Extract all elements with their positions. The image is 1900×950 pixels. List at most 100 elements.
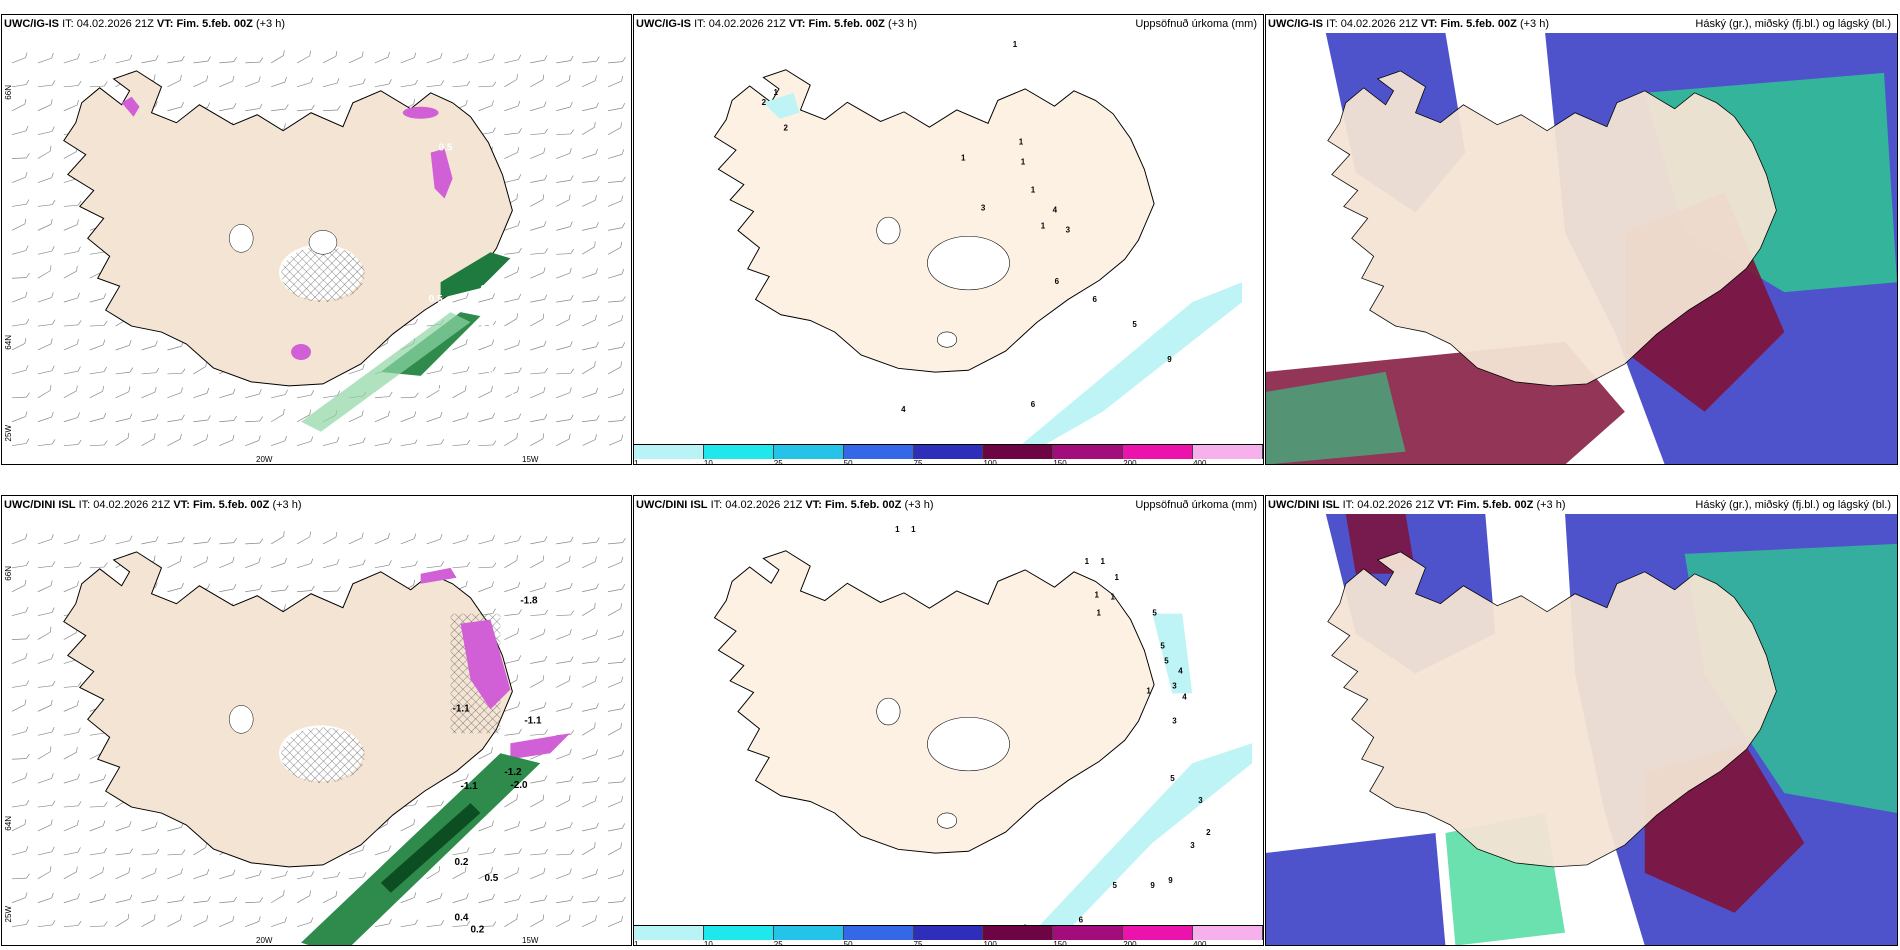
legend-swatch [634,926,704,940]
wind-barb [348,436,366,447]
wind-barb [555,147,573,159]
wind-barb [62,700,80,712]
wind-barb [452,534,469,545]
wind-barb [294,50,313,64]
map-value-label: 1 [1031,185,1036,194]
wind-barb [504,292,522,304]
wind-barb [425,411,443,423]
wind-barb [606,795,625,808]
wind-barb [528,867,547,880]
wind-barb [478,436,497,450]
wind-barb [294,890,313,904]
wind-barb [270,388,288,400]
wind-barb [141,364,160,378]
wind-barb [11,725,29,736]
map-value-label: 3 [1172,681,1177,690]
wind-barb [555,606,575,620]
wind-barb [63,316,82,330]
map-value-label: 1 [1019,138,1024,147]
valid-time: Fim. 5.feb. 00Z [824,499,902,511]
wind-barb [555,340,573,351]
wind-barb [296,558,314,569]
wind-barb [322,101,341,115]
thermal-labels: -1.8-1.1-1.1-1.2-2.0-1.10.20.50.20.4 [453,596,542,936]
valid-time: Fim. 5.feb. 00Z [1456,499,1534,511]
wind-barb [244,388,262,399]
init-label: IT: [694,18,706,30]
wind-barb [605,121,624,136]
wind-barb [555,53,574,66]
glacier [876,216,901,245]
wind-barb [89,773,107,784]
wind-barb [35,865,54,880]
wind-barb [606,676,625,688]
wind-barb [89,845,107,858]
wind-barb [478,412,495,423]
wind-barb [61,746,80,760]
lon-label: 15W [522,455,539,464]
wind-barb [581,292,600,305]
wind-barb [63,245,81,257]
wind-barb [36,338,54,351]
lead-time: (+3 h) [1519,18,1549,30]
precip-area [763,92,800,119]
lon-label: 20W [256,936,273,945]
wind-barb [322,582,341,596]
wind-barb [139,914,158,928]
wind-barb [347,532,365,545]
wind-barb [320,890,339,904]
wind-barb [502,266,521,279]
wind-barb [11,917,30,929]
wind-barb [607,893,626,907]
cloud-title: Háský (gr.), miðský (fj.bl.) og lágský (… [1695,18,1891,30]
wind-barb [112,913,132,928]
cloud-map [1266,514,1897,945]
wind-barb [89,292,107,303]
wind-barb [9,579,28,593]
init-time: 04.02.2026 21Z [1357,499,1435,511]
wind-barb [167,101,184,112]
wind-barb [270,916,288,928]
precip-area [1039,743,1253,926]
wind-barb [9,98,28,112]
panel-header: UWC/DINI ISL IT: 04.02.2026 21Z VT: Fim.… [1266,498,1893,512]
wind-barb [166,387,184,399]
map-value-label: 5 [1152,609,1157,618]
wind-barb [555,364,575,378]
legend-swatch [843,445,914,459]
wind-barb [115,53,133,65]
wind-barb [579,360,598,375]
wind-barb [503,339,521,351]
lat-label: 64N [4,816,13,831]
wind-barb [555,654,574,666]
wind-barb [478,534,495,545]
map-value-label: 0.5 [429,294,443,305]
wind-barb [579,241,598,255]
wind-barb [167,364,186,378]
wind-barb [10,411,29,423]
wind-barb [452,412,469,423]
wind-barb [37,797,56,810]
precip-panel-row2: UWC/DINI ISL IT: 04.02.2026 21Z VT: Fim.… [633,495,1264,946]
init-time: 04.02.2026 21Z [725,499,803,511]
cloud-map [1266,33,1897,464]
wind-barb [607,630,625,640]
wind-barb [63,773,81,784]
wind-barb [581,53,600,66]
wind-barb [555,292,574,305]
map-value-label: 5 [1164,657,1169,666]
wind-barb [165,914,184,928]
wind-barb [347,410,365,423]
wind-barb [529,726,549,739]
wind-barb [529,220,547,231]
wind-barb [11,845,29,856]
wind-barb [581,101,599,112]
map-value-label: 3 [1198,796,1203,805]
wind-barb [244,435,262,447]
wind-barb [63,364,81,376]
legend-swatch [1193,445,1263,459]
wind-barb [63,197,82,210]
init-label: IT: [62,18,74,30]
glacier [927,716,1010,772]
